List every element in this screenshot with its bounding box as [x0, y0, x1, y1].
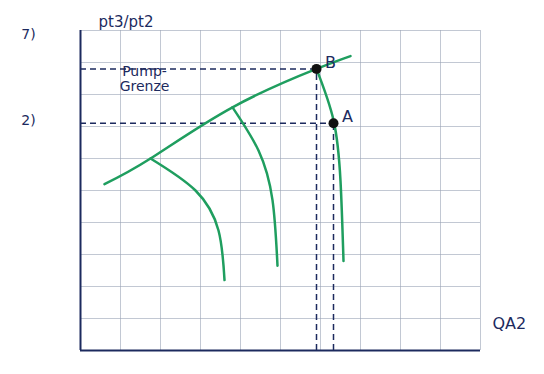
svg-text:pt3/pt2: pt3/pt2 [99, 13, 154, 31]
svg-text:7): 7) [21, 26, 35, 42]
svg-text:2): 2) [21, 112, 35, 128]
svg-text:QA2: QA2 [493, 314, 527, 333]
svg-text:Pump-Grenze: Pump-Grenze [120, 63, 170, 94]
svg-text:B: B [325, 53, 336, 72]
svg-text:A: A [342, 107, 353, 126]
